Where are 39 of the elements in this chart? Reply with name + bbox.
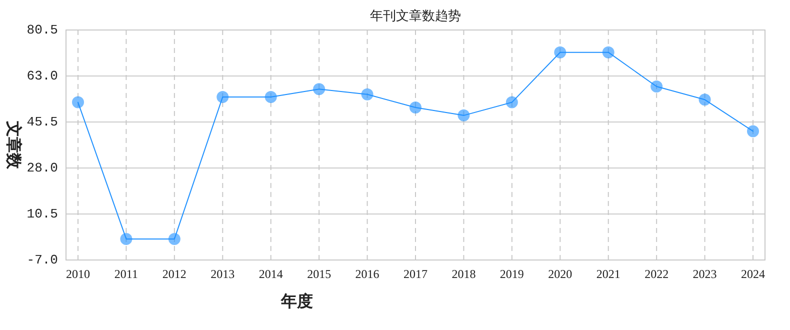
- point: [506, 96, 518, 108]
- x-tick-label: 2017: [404, 266, 428, 281]
- point: [554, 46, 566, 58]
- x-axis-title: 年度: [280, 292, 313, 311]
- point: [72, 96, 84, 108]
- x-tick-label: 2011: [114, 266, 138, 281]
- y-tick-label: 45.5: [26, 114, 58, 130]
- y-axis-title: 文章数: [4, 120, 22, 170]
- point: [602, 46, 614, 58]
- x-tick-label: 2023: [692, 266, 717, 281]
- x-tick-label: 2015: [307, 266, 332, 281]
- x-tick-label: 2012: [162, 266, 186, 281]
- chart-title: 年刊文章数趋势: [370, 8, 461, 23]
- x-tick-label: 2024: [741, 266, 765, 281]
- point: [216, 91, 229, 104]
- x-tick-label: 2021: [596, 266, 620, 281]
- point: [747, 125, 759, 138]
- y-tick-label: -7.0: [26, 252, 58, 268]
- x-tick-label: 2020: [548, 266, 572, 281]
- x-tick-label: 2014: [258, 266, 283, 281]
- x-tick-label: 2013: [210, 266, 235, 281]
- x-tick-label: 2018: [452, 266, 476, 281]
- point: [650, 80, 663, 93]
- x-tick-label: 2019: [500, 266, 524, 281]
- y-tick-label: 63.0: [26, 68, 58, 84]
- x-tick-label: 2010: [66, 266, 90, 281]
- point: [120, 232, 132, 245]
- point: [361, 88, 374, 100]
- x-tick-label: 2016: [355, 266, 380, 281]
- point: [698, 94, 711, 106]
- point: [410, 102, 422, 114]
- point: [168, 232, 180, 245]
- x-tick-label: 2022: [644, 266, 669, 281]
- y-tick-label: 28.0: [26, 160, 58, 176]
- point: [264, 91, 277, 104]
- point: [458, 109, 470, 122]
- point: [313, 83, 326, 96]
- y-tick-label: 80.5: [26, 22, 58, 38]
- y-tick-label: 10.5: [26, 206, 58, 222]
